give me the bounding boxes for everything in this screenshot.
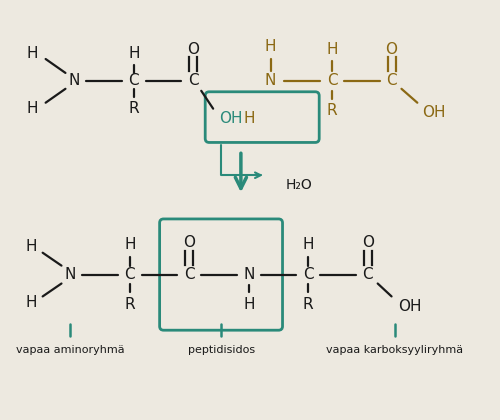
Text: C: C [386,74,397,88]
Text: N: N [265,74,276,88]
Text: R: R [124,297,135,312]
Text: H: H [243,111,254,126]
Text: R: R [303,297,314,312]
Text: C: C [188,74,198,88]
Text: C: C [362,267,373,282]
Text: vapaa aminoryhmä: vapaa aminoryhmä [16,345,124,355]
Text: OH: OH [398,299,421,314]
Text: H: H [326,42,338,57]
Text: H: H [27,45,38,60]
Text: C: C [303,267,314,282]
Text: H: H [128,45,140,60]
Text: C: C [184,267,194,282]
Text: H: H [265,39,276,54]
Text: O: O [362,235,374,250]
Text: C: C [327,74,338,88]
Text: R: R [128,101,139,116]
Text: C: C [124,267,135,282]
Text: O: O [386,42,398,57]
Text: peptidisidos: peptidisidos [188,345,254,355]
Text: H₂O: H₂O [286,178,312,192]
Text: H: H [302,237,314,252]
Text: vapaa karboksyyliryhmä: vapaa karboksyyliryhmä [326,345,463,355]
Text: H: H [124,237,136,252]
Text: O: O [188,42,200,57]
Text: N: N [243,267,254,282]
Text: C: C [128,74,139,88]
Text: H: H [25,239,36,254]
Text: O: O [184,235,196,250]
Text: N: N [64,267,76,282]
Text: H: H [25,295,36,310]
Text: OH: OH [219,111,242,126]
Text: N: N [68,74,80,88]
Text: R: R [327,103,338,118]
Text: H: H [243,297,254,312]
Text: H: H [27,101,38,116]
Text: OH: OH [422,105,446,120]
